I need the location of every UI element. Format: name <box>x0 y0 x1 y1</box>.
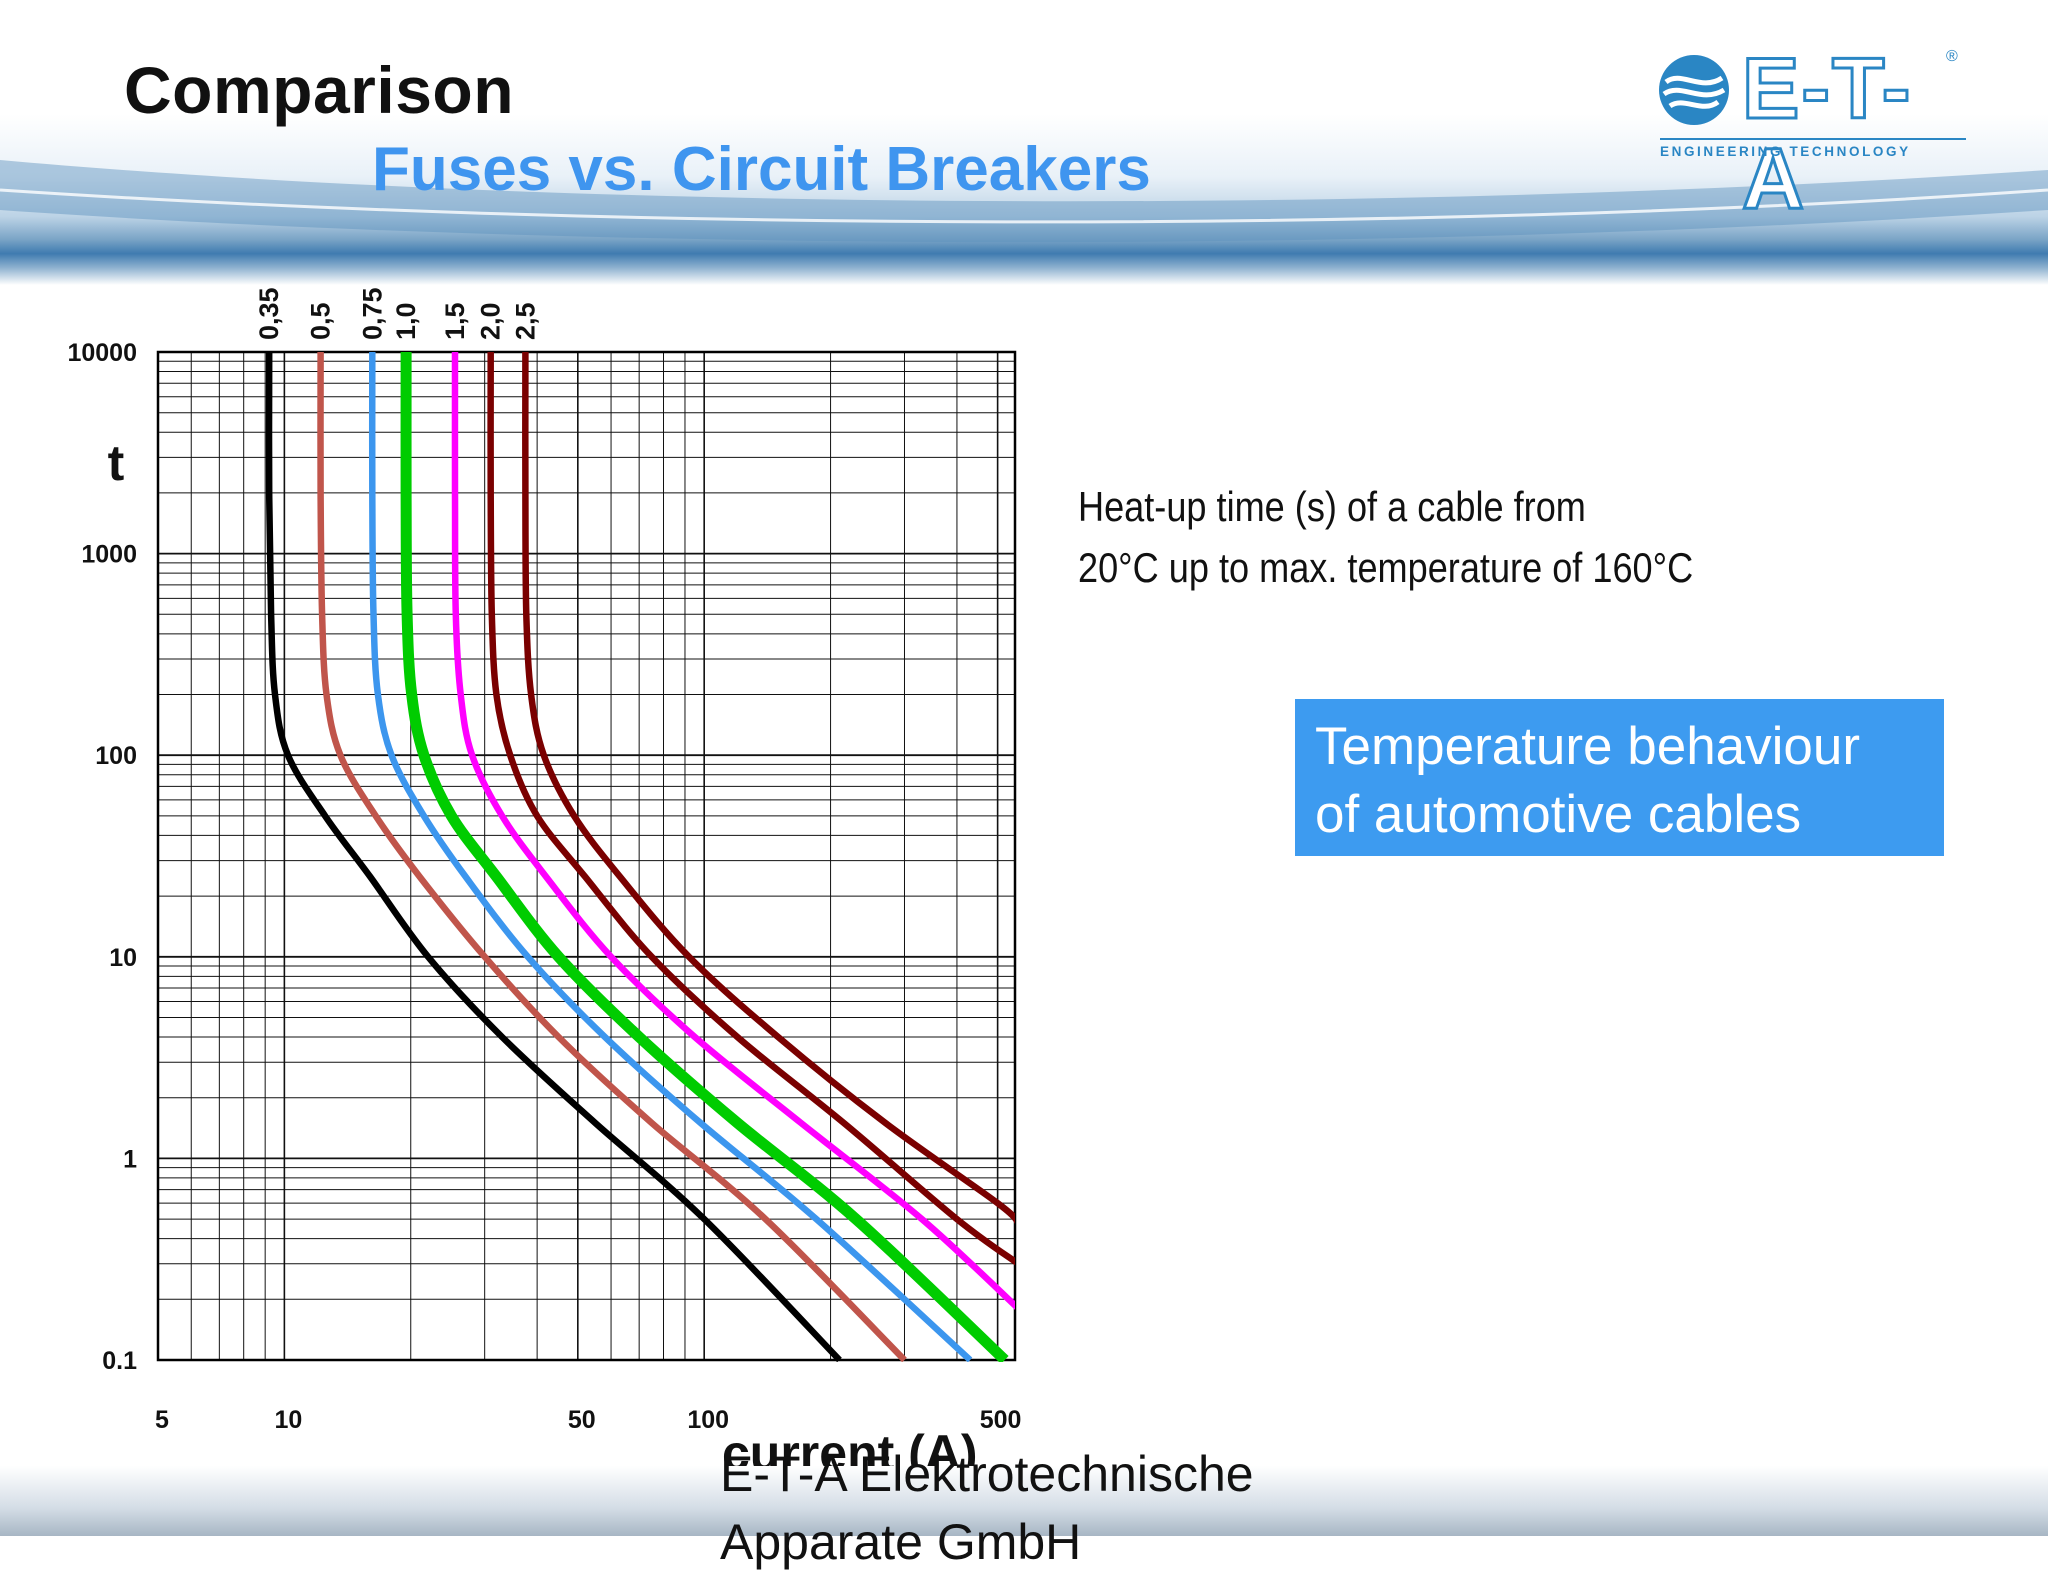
x-tick-label: 10 <box>274 1406 302 1434</box>
footer-line-1: E-T-A Elektrotechnische <box>720 1446 1254 1502</box>
y-tick-label: 10000 <box>67 339 137 367</box>
series-label: 0,75 <box>357 287 387 340</box>
x-tick-label: 100 <box>687 1406 729 1434</box>
plot-area <box>158 352 1015 1360</box>
y-tick-label: 100 <box>95 742 137 770</box>
footer-company: E-T-A Elektrotechnische Apparate GmbH <box>720 1440 1360 1576</box>
callout-line-1: Temperature behaviour <box>1315 717 1861 776</box>
x-tick-label: 50 <box>568 1406 596 1434</box>
series-group <box>265 351 1015 1362</box>
x-tick-label: 5 <box>155 1406 169 1434</box>
footer-band <box>0 1466 2048 1536</box>
eta-wordmark: E-T-A <box>1741 41 1913 227</box>
series-line-1-5 <box>451 351 1015 1310</box>
callout-line-2: of automotive cables <box>1315 785 1802 844</box>
series-line-0-5 <box>317 351 907 1362</box>
slide-title: Comparison <box>124 53 515 127</box>
y-axis-label: t <box>108 435 125 491</box>
x-tick-label: 500 <box>980 1406 1022 1434</box>
series-line-2-5 <box>522 351 1015 1224</box>
footer-line-2: Apparate GmbH <box>720 1514 1082 1570</box>
y-tick-label: 1000 <box>81 541 137 569</box>
chart-description-line-1: Heat-up time (s) of a cable from <box>1078 483 1586 530</box>
plot-frame <box>156 350 1017 1362</box>
header-swoosh <box>0 160 2048 243</box>
series-label: 0,35 <box>254 287 284 340</box>
series-line-1-0 <box>400 351 1009 1362</box>
eta-globe-icon <box>1659 55 1729 125</box>
registered-mark: ® <box>1946 48 1958 65</box>
y-tick-label: 0.1 <box>102 1347 137 1375</box>
series-label: 2,5 <box>510 302 540 340</box>
temperature-callout: Temperature behaviour of automotive cabl… <box>1295 699 1944 856</box>
eta-logo: E-T-A ® ENGINEERING TECHNOLOGY <box>1650 43 1970 226</box>
slide-subtitle: Fuses vs. Circuit Breakers <box>372 135 1151 204</box>
y-tick-label: 1 <box>123 1145 137 1173</box>
grid-lines <box>157 351 1015 1361</box>
series-label: 1,5 <box>440 302 470 340</box>
series-line-0-35 <box>265 351 842 1362</box>
eta-tagline: ENGINEERING TECHNOLOGY <box>1660 138 1966 159</box>
chart-description: Heat-up time (s) of a cable from 20°C up… <box>1078 476 1732 598</box>
y-tick-label: 10 <box>109 944 137 972</box>
header-band <box>0 0 2048 285</box>
series-line-0-75 <box>368 351 973 1362</box>
series-label: 1,0 <box>391 302 421 340</box>
series-label: 2,0 <box>476 302 506 340</box>
series-line-2-0 <box>487 351 1015 1266</box>
chart-description-line-2: 20°C up to max. temperature of 160°C <box>1078 544 1694 591</box>
series-label: 0,5 <box>306 302 336 340</box>
